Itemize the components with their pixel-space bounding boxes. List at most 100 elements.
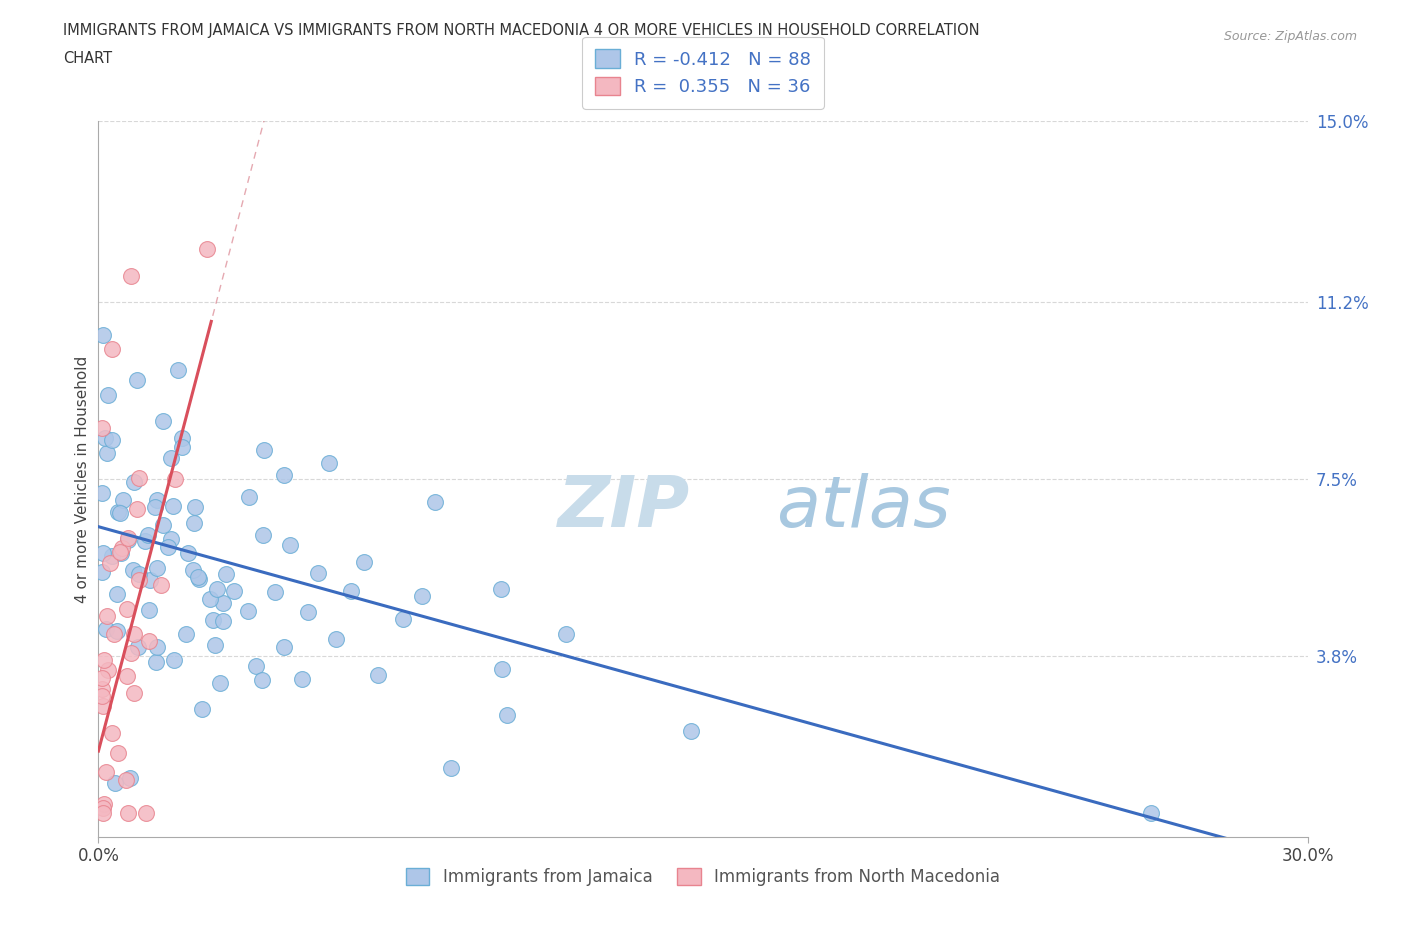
Point [297, 604, 319, 619]
Point [121, 645, 143, 660]
Point [107, 504, 129, 519]
Point [91, 565, 114, 579]
Point [94, 621, 117, 636]
Point [184, 499, 207, 514]
Point [101, 725, 124, 740]
Point [122, 686, 145, 701]
Point [110, 540, 132, 555]
Point [122, 563, 145, 578]
Point [107, 745, 129, 760]
Point [253, 442, 276, 457]
Point [134, 534, 156, 549]
Point [101, 549, 124, 564]
Point [96, 608, 118, 623]
Point [105, 587, 128, 602]
Point [143, 499, 166, 514]
Point [152, 413, 174, 428]
Point [125, 502, 148, 517]
Point [157, 539, 180, 554]
Point [202, 613, 225, 628]
Point [491, 661, 513, 676]
Point [97, 388, 120, 403]
Point [152, 517, 174, 532]
Text: CHART: CHART [63, 51, 112, 66]
Point [159, 531, 181, 546]
Point [245, 658, 267, 673]
Point [325, 631, 347, 646]
Point [160, 450, 183, 465]
Point [367, 668, 389, 683]
Point [236, 604, 259, 618]
Point [423, 495, 446, 510]
Point [238, 489, 260, 504]
Point [188, 571, 211, 586]
Text: atlas: atlas [776, 473, 950, 542]
Point [112, 493, 135, 508]
Point [146, 561, 169, 576]
Point [252, 527, 274, 542]
Point [93, 653, 115, 668]
Text: Source: ZipAtlas.com: Source: ZipAtlas.com [1223, 30, 1357, 43]
Point [170, 431, 193, 445]
Point [212, 596, 235, 611]
Point [1140, 805, 1163, 820]
Point [209, 675, 232, 690]
Point [135, 805, 157, 820]
Point [145, 654, 167, 669]
Point [215, 566, 238, 581]
Point [307, 565, 329, 580]
Point [105, 624, 128, 639]
Point [120, 770, 142, 785]
Point [115, 602, 138, 617]
Point [555, 626, 578, 641]
Point [127, 640, 149, 655]
Point [110, 506, 132, 521]
Point [198, 591, 221, 606]
Point [489, 581, 512, 596]
Point [115, 669, 138, 684]
Point [440, 761, 463, 776]
Point [162, 653, 184, 668]
Point [162, 498, 184, 513]
Point [91, 805, 114, 820]
Point [97, 662, 120, 677]
Point [91, 698, 114, 713]
Point [172, 439, 194, 454]
Point [187, 570, 209, 585]
Legend: Immigrants from Jamaica, Immigrants from North Macedonia: Immigrants from Jamaica, Immigrants from… [399, 861, 1007, 893]
Point [91, 485, 114, 500]
Point [93, 327, 115, 342]
Point [136, 527, 159, 542]
Point [318, 456, 340, 471]
Point [291, 671, 314, 686]
Point [183, 515, 205, 530]
Point [91, 420, 114, 435]
Point [120, 269, 142, 284]
Text: IMMIGRANTS FROM JAMAICA VS IMMIGRANTS FROM NORTH MACEDONIA 4 OR MORE VEHICLES IN: IMMIGRANTS FROM JAMAICA VS IMMIGRANTS FR… [63, 23, 980, 38]
Point [93, 801, 115, 816]
Point [411, 589, 433, 604]
Point [174, 626, 197, 641]
Point [145, 640, 167, 655]
Point [91, 671, 114, 685]
Y-axis label: 4 or more Vehicles in Household: 4 or more Vehicles in Household [75, 355, 90, 603]
Point [91, 682, 114, 697]
Point [91, 688, 114, 703]
Point [205, 581, 228, 596]
Point [211, 614, 233, 629]
Point [177, 545, 200, 560]
Point [138, 633, 160, 648]
Point [167, 363, 190, 378]
Point [128, 573, 150, 588]
Point [122, 627, 145, 642]
Point [224, 584, 246, 599]
Point [100, 341, 122, 356]
Point [264, 584, 287, 599]
Point [138, 603, 160, 618]
Point [146, 493, 169, 508]
Point [117, 530, 139, 545]
Point [353, 555, 375, 570]
Point [103, 627, 125, 642]
Point [98, 555, 121, 570]
Point [163, 472, 186, 486]
